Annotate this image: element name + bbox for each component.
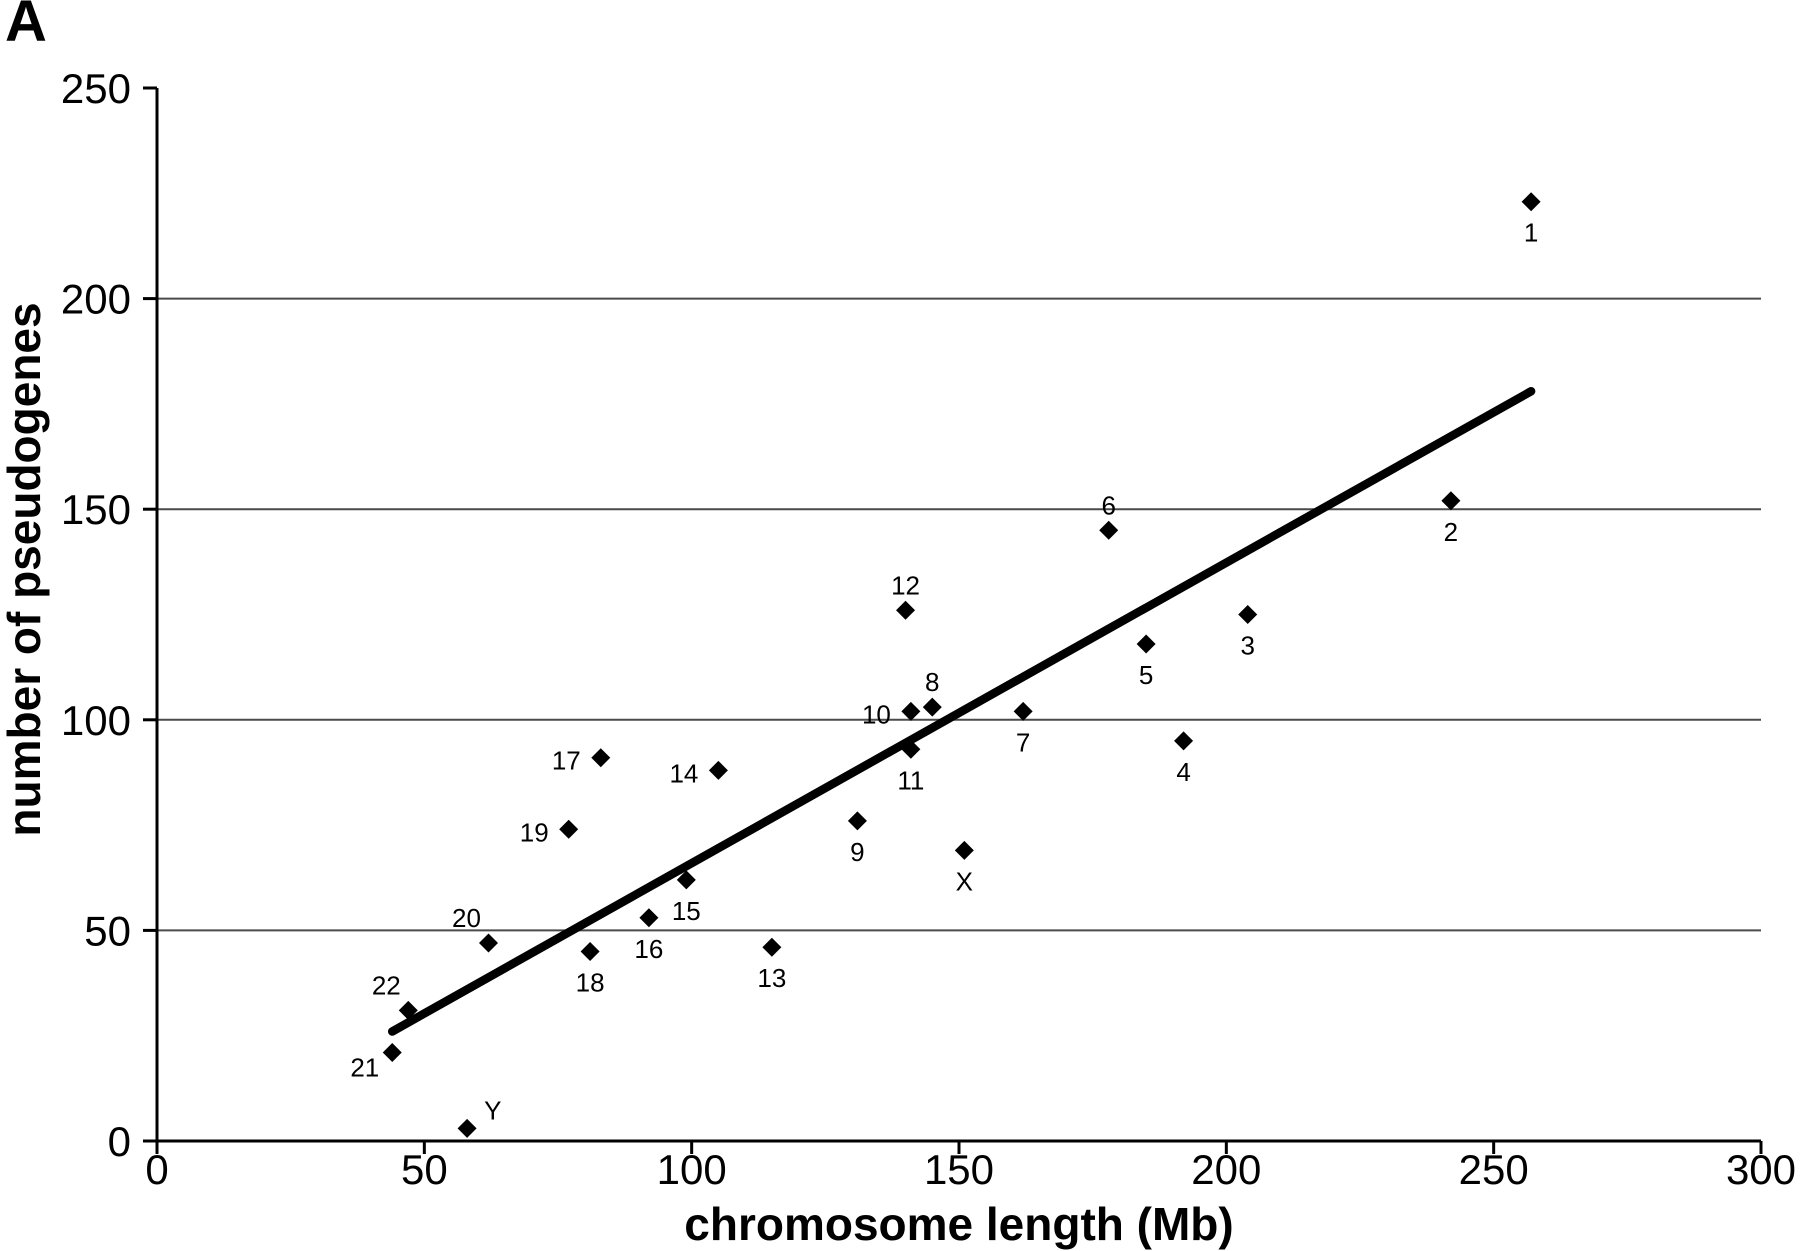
data-point-label-1: 1 — [1524, 218, 1538, 248]
data-point-label-11: 11 — [897, 765, 924, 795]
data-point-label-13: 13 — [757, 963, 786, 993]
x-axis-title: chromosome length (Mb) — [684, 1198, 1233, 1250]
data-point-6 — [1099, 520, 1119, 540]
data-point-12 — [896, 600, 916, 620]
y-tick-label-250: 250 — [61, 65, 131, 112]
data-point-X — [954, 840, 974, 860]
y-axis-title: number of pseudogenes — [0, 302, 50, 836]
y-tick-label-100: 100 — [61, 697, 131, 744]
data-point-label-18: 18 — [576, 967, 605, 997]
x-tick-label-300: 300 — [1726, 1146, 1796, 1193]
x-tick-label-50: 50 — [401, 1146, 448, 1193]
data-point-5 — [1136, 634, 1156, 654]
x-tick-label-250: 250 — [1459, 1146, 1529, 1193]
data-point-7 — [1013, 701, 1033, 721]
trendline — [388, 387, 1536, 1036]
data-point-label-5: 5 — [1139, 660, 1153, 690]
data-point-8 — [922, 697, 942, 717]
y-tick-label-0: 0 — [108, 1118, 131, 1165]
data-point-label-19: 19 — [520, 817, 549, 847]
data-point-15 — [676, 870, 696, 890]
panel-label: A — [5, 0, 47, 54]
y-tick-label-50: 50 — [84, 907, 131, 954]
data-point-4 — [1174, 731, 1194, 751]
data-point-label-6: 6 — [1101, 490, 1115, 520]
data-point-2 — [1441, 491, 1461, 511]
data-point-20 — [478, 933, 498, 953]
data-point-label-9: 9 — [850, 837, 864, 867]
data-point-label-8: 8 — [925, 667, 939, 697]
data-point-label-12: 12 — [891, 570, 920, 600]
x-tick-label-100: 100 — [657, 1146, 727, 1193]
data-point-label-X: X — [956, 866, 973, 896]
data-point-Y — [457, 1118, 477, 1138]
data-point-label-17: 17 — [552, 746, 581, 776]
data-point-label-20: 20 — [452, 903, 481, 933]
data-point-10 — [901, 701, 921, 721]
data-point-label-Y: Y — [484, 1095, 501, 1125]
data-point-label-10: 10 — [862, 699, 891, 729]
data-point-label-16: 16 — [634, 934, 663, 964]
data-point-11 — [901, 739, 921, 759]
x-tick-label-0: 0 — [145, 1146, 168, 1193]
data-point-label-14: 14 — [669, 758, 698, 788]
data-point-label-7: 7 — [1016, 727, 1030, 757]
y-tick-label-200: 200 — [61, 276, 131, 323]
data-point-19 — [559, 819, 579, 839]
data-point-21 — [382, 1043, 402, 1063]
data-point-14 — [708, 760, 728, 780]
data-point-label-21: 21 — [350, 1053, 379, 1083]
data-point-label-22: 22 — [372, 970, 401, 1000]
x-tick-label-150: 150 — [924, 1146, 994, 1193]
y-tick-label-150: 150 — [61, 486, 131, 533]
data-point-label-15: 15 — [672, 896, 701, 926]
data-point-1 — [1521, 192, 1541, 212]
data-point-13 — [762, 937, 782, 957]
data-point-3 — [1238, 605, 1258, 624]
data-point-label-3: 3 — [1240, 631, 1254, 661]
data-point-label-2: 2 — [1444, 517, 1458, 547]
data-point-9 — [847, 811, 867, 831]
data-point-label-4: 4 — [1176, 757, 1190, 787]
data-point-16 — [639, 908, 659, 928]
x-tick-label-200: 200 — [1191, 1146, 1261, 1193]
data-point-17 — [591, 748, 611, 768]
data-point-22 — [398, 1000, 418, 1020]
data-point-18 — [580, 941, 600, 961]
